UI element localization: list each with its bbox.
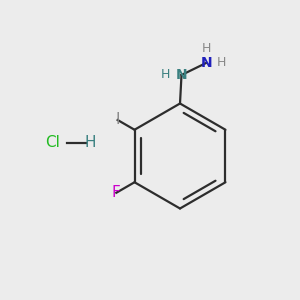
Text: H: H — [216, 56, 226, 70]
Text: H: H — [161, 68, 171, 82]
Text: Cl: Cl — [45, 135, 60, 150]
Text: N: N — [176, 68, 187, 82]
Text: H: H — [84, 135, 96, 150]
Text: F: F — [112, 185, 121, 200]
Text: I: I — [116, 112, 120, 128]
Text: H: H — [201, 42, 211, 55]
Text: N: N — [200, 56, 212, 70]
